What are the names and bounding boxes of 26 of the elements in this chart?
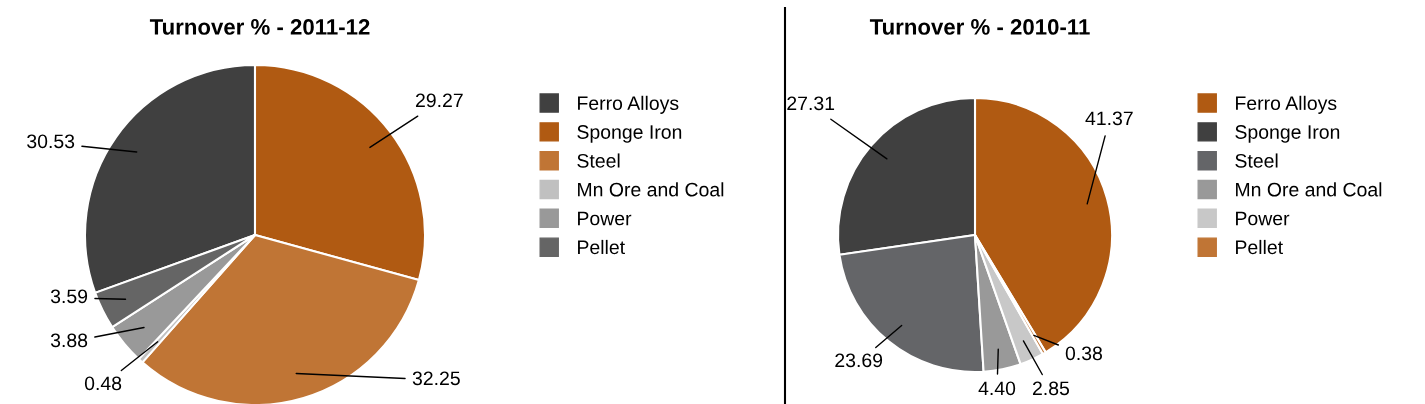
data-label: 0.38 <box>1065 346 1102 361</box>
data-label: 30.53 <box>27 134 75 149</box>
data-label: 23.69 <box>835 353 883 368</box>
data-label: 2.85 <box>1032 381 1070 396</box>
data-label: 32.25 <box>412 371 460 386</box>
data-label: 0.48 <box>84 376 122 391</box>
legend-label: Mn Ore and Coal <box>578 182 724 197</box>
legend-label: Pellet <box>578 239 625 255</box>
data-label: 4.40 <box>978 381 1016 396</box>
chart-title: Turnover % - 2010-11 <box>869 19 1090 35</box>
legend-label: Ferro Alloys <box>578 95 679 114</box>
legend-label: Ferro Alloys <box>1236 95 1337 114</box>
legend-label: Sponge Iron <box>1235 125 1340 143</box>
data-label: 27.31 <box>787 96 835 111</box>
chart-title: Turnover % - 2011-12 <box>149 19 370 35</box>
data-label: 3.59 <box>50 289 88 304</box>
legend-label: Power <box>1236 211 1290 226</box>
legend-label: Sponge Iron <box>577 125 682 143</box>
legend-label: Pellet <box>1236 239 1283 255</box>
legend-label: Power <box>578 211 632 226</box>
legend-label: Steel <box>1235 153 1278 168</box>
data-label: 29.27 <box>415 93 463 108</box>
legend-label: Mn Ore and Coal <box>1236 182 1382 197</box>
legend-label: Steel <box>577 153 620 168</box>
data-label: 41.37 <box>1085 111 1133 126</box>
data-label: 3.88 <box>50 333 88 348</box>
